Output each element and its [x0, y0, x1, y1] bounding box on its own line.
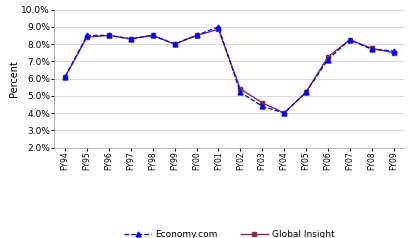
- Global Insight: [391, 51, 396, 54]
- Economy.com: [347, 38, 352, 41]
- Global Insight: [369, 47, 374, 50]
- Global Insight: [325, 55, 330, 58]
- Global Insight: [304, 91, 309, 94]
- Economy.com: [369, 48, 374, 51]
- Economy.com: [106, 34, 111, 37]
- Economy.com: [85, 34, 90, 37]
- Economy.com: [172, 43, 177, 45]
- Economy.com: [194, 34, 199, 37]
- Line: Global Insight: Global Insight: [63, 27, 396, 115]
- Line: Economy.com: Economy.com: [63, 24, 396, 115]
- Legend: Economy.com, Global Insight: Economy.com, Global Insight: [121, 226, 338, 238]
- Global Insight: [216, 28, 221, 31]
- Global Insight: [63, 75, 68, 78]
- Global Insight: [150, 34, 155, 37]
- Economy.com: [63, 75, 68, 78]
- Global Insight: [106, 34, 111, 37]
- Global Insight: [347, 38, 352, 41]
- Economy.com: [260, 105, 265, 108]
- Global Insight: [281, 112, 286, 114]
- Economy.com: [304, 91, 309, 94]
- Y-axis label: Percent: Percent: [8, 60, 18, 97]
- Economy.com: [216, 25, 221, 28]
- Global Insight: [128, 37, 133, 40]
- Global Insight: [172, 43, 177, 45]
- Economy.com: [238, 91, 243, 94]
- Economy.com: [391, 50, 396, 52]
- Economy.com: [325, 58, 330, 61]
- Economy.com: [281, 112, 286, 114]
- Global Insight: [194, 34, 199, 37]
- Global Insight: [85, 36, 90, 39]
- Economy.com: [150, 34, 155, 37]
- Economy.com: [128, 37, 133, 40]
- Global Insight: [238, 88, 243, 90]
- Global Insight: [260, 101, 265, 104]
